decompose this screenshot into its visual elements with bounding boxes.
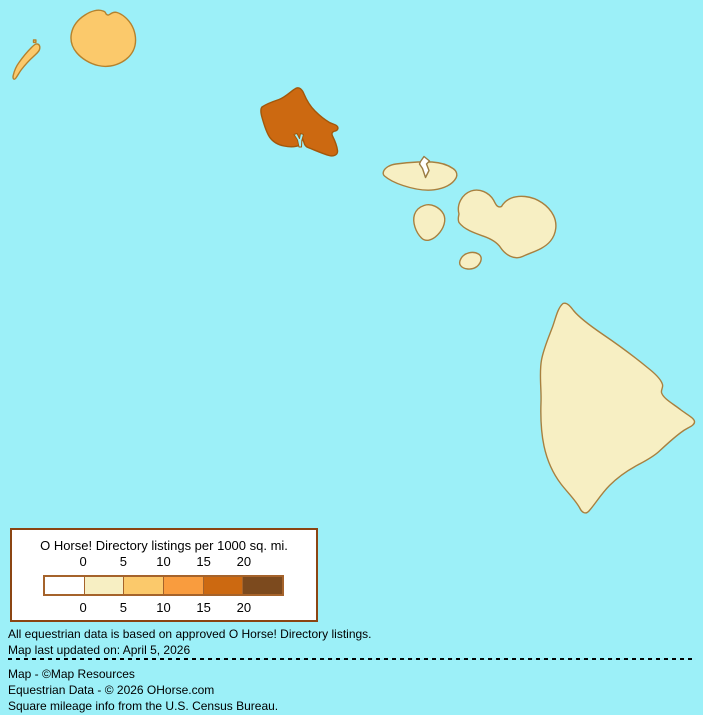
pearl-harbor-inlet (293, 133, 304, 148)
legend-swatch (84, 577, 125, 594)
legend-swatch (203, 577, 244, 594)
island-kauai (70, 9, 137, 68)
footnote-line: All equestrian data is based on approved… (8, 627, 372, 641)
footnote-line: Equestrian Data - © 2026 OHorse.com (8, 683, 215, 697)
legend-box: O Horse! Directory listings per 1000 sq.… (10, 528, 318, 622)
footnotes-below-divider: Map - ©Map Resources Equestrian Data - © … (8, 666, 278, 714)
island-hawaii (539, 302, 696, 514)
island-kalawao (418, 155, 431, 179)
island-lehua (32, 39, 37, 44)
legend-tick-label: 20 (236, 600, 252, 615)
legend-swatch (243, 577, 283, 594)
island-maui (457, 189, 557, 259)
legend-tick-label: 5 (119, 554, 127, 569)
legend-swatch (164, 577, 204, 594)
island-lanai (413, 204, 446, 242)
legend-tick-label: 5 (119, 600, 127, 615)
legend-tick-label: 15 (196, 600, 211, 615)
footnote-line: Square mileage info from the U.S. Census… (8, 699, 279, 713)
island-kahoolawe (458, 251, 482, 270)
legend-tick-label: 20 (236, 554, 252, 569)
legend-tick-label: 15 (196, 554, 211, 569)
legend-swatch (45, 577, 85, 594)
legend-swatch (124, 577, 165, 594)
footnote-line: Map last updated on: April 5, 2026 (8, 643, 191, 657)
footnote-line: Map - ©Map Resources (8, 667, 135, 681)
legend-tick-label: 10 (156, 600, 171, 615)
legend-tick-label: 0 (79, 600, 87, 615)
legend-ticks-top: 0 5 10 15 20 (43, 554, 284, 569)
dashed-divider-line (8, 658, 695, 660)
footnotes-above-divider: All equestrian data is based on approved… (8, 626, 372, 658)
legend-title: O Horse! Directory listings per 1000 sq.… (40, 538, 288, 553)
island-niihau (12, 43, 41, 80)
legend-tick-label: 0 (79, 554, 87, 569)
legend-ramp (43, 575, 284, 596)
legend-tick-label: 10 (156, 554, 171, 569)
island-molokai (382, 161, 458, 191)
legend-ticks-bottom: 0 5 10 15 20 (43, 600, 284, 615)
island-oahu (260, 87, 339, 157)
